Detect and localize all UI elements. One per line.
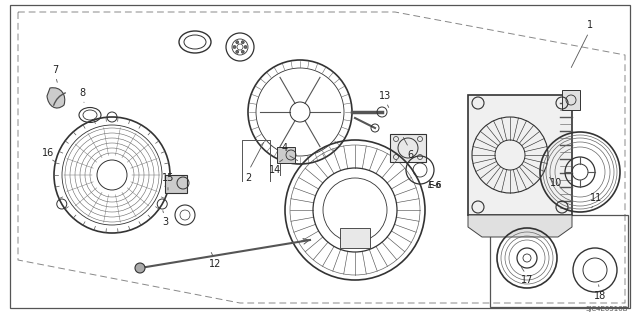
Bar (562, 90, 580, 110)
Text: 10: 10 (550, 178, 562, 188)
Text: E-6: E-6 (428, 180, 442, 189)
Text: 15: 15 (162, 173, 174, 183)
Text: 16: 16 (42, 148, 54, 158)
Bar (468, 95, 572, 215)
Text: E-6: E-6 (428, 180, 442, 189)
Polygon shape (468, 215, 572, 237)
Circle shape (241, 50, 244, 53)
Text: SJC4E0510B: SJC4E0510B (586, 306, 628, 312)
Text: 18: 18 (594, 291, 606, 301)
Circle shape (233, 45, 236, 49)
Text: 13: 13 (379, 91, 391, 101)
Bar (490, 215, 628, 307)
Bar (277, 147, 295, 163)
Circle shape (236, 50, 239, 53)
Text: 17: 17 (521, 275, 533, 285)
Circle shape (135, 263, 145, 273)
Bar (340, 228, 370, 248)
Circle shape (236, 41, 239, 44)
Text: 14: 14 (269, 165, 281, 175)
Text: 11: 11 (590, 193, 602, 203)
Text: 4: 4 (282, 143, 288, 153)
Bar (390, 134, 426, 162)
Text: 6: 6 (407, 150, 413, 160)
Text: 1: 1 (587, 20, 593, 30)
Text: 2: 2 (245, 173, 251, 183)
Circle shape (244, 45, 247, 49)
Text: 7: 7 (52, 65, 58, 75)
Bar (165, 175, 187, 193)
Text: 3: 3 (162, 217, 168, 227)
PathPatch shape (47, 88, 65, 108)
Circle shape (241, 41, 244, 44)
Text: 12: 12 (209, 259, 221, 269)
Text: 8: 8 (79, 88, 85, 98)
